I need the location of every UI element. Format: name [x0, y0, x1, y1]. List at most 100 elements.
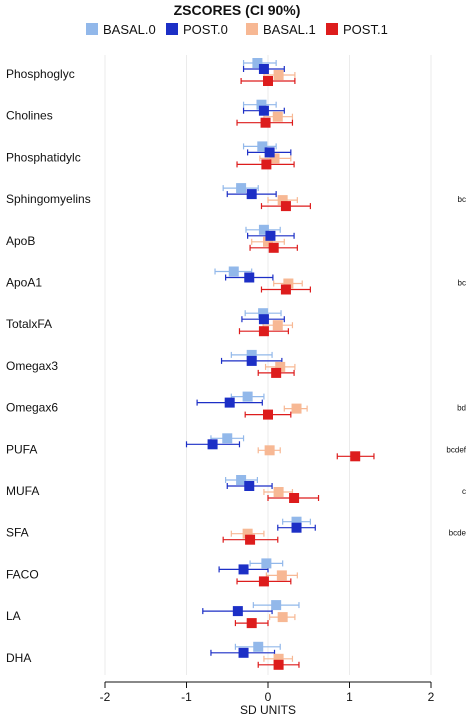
marker-9-2	[224, 397, 235, 408]
marker-3-3	[269, 153, 280, 164]
x-tick-label-1: -2	[100, 690, 111, 704]
marker-7-1	[258, 308, 269, 319]
marker-14-3	[277, 612, 288, 623]
marker-7-4	[258, 326, 269, 337]
legend-label-1: BASAL.0	[103, 22, 156, 37]
legend-swatch-1	[86, 23, 98, 35]
legend-swatch-2	[166, 23, 178, 35]
marker-14-1	[271, 600, 282, 611]
legend-swatch-3	[246, 23, 258, 35]
marker-9-4	[263, 409, 273, 420]
marker-11-4	[289, 493, 300, 503]
marker-3-1	[257, 141, 268, 152]
category-label-11: MUFA	[6, 484, 39, 498]
marker-15-3	[273, 653, 284, 664]
marker-5-1	[258, 224, 269, 235]
marker-3-2	[264, 147, 275, 158]
marker-2-4	[260, 117, 271, 128]
x-tick-label-2: -1	[181, 690, 192, 704]
marker-9-1	[242, 391, 253, 402]
x-tick-label-4: 1	[346, 690, 353, 704]
category-label-9: Omegax6	[6, 401, 58, 415]
marker-11-1	[236, 475, 247, 485]
marker-7-2	[258, 314, 269, 325]
legend-label-4: POST.1	[343, 22, 388, 37]
category-label-1: Phosphoglyc	[6, 67, 75, 81]
marker-6-3	[283, 278, 294, 289]
marker-15-2	[238, 647, 249, 658]
marker-12-4	[245, 534, 256, 545]
marker-15-4	[273, 659, 284, 670]
legend-label-3: BASAL.1	[263, 22, 316, 37]
x-tick-label-5: 2	[428, 690, 435, 704]
category-label-4: Sphingomyelins	[6, 192, 91, 206]
marker-8-2	[246, 355, 257, 366]
marker-1-1	[252, 58, 263, 68]
legend: BASAL.0 POST.0 BASAL.1 POST.1	[86, 22, 388, 37]
category-labels: Phosphoglyc Cholines Phosphatidylc Sphingom…	[6, 67, 91, 665]
x-axis: -2 -1 0 1 2	[100, 681, 435, 704]
point-estimates	[207, 58, 361, 670]
category-label-7: TotalxFA	[6, 317, 52, 331]
marker-1-3	[273, 70, 284, 80]
marker-13-4	[258, 576, 269, 587]
annotation-10: bcdef	[446, 445, 466, 454]
marker-6-4	[280, 284, 291, 295]
annotation-9: bd	[457, 404, 466, 413]
category-label-5: ApoB	[6, 234, 35, 248]
marker-1-2	[258, 64, 269, 74]
marker-12-1	[291, 516, 302, 527]
marker-14-4	[246, 618, 257, 629]
marker-6-1	[228, 266, 239, 277]
marker-13-1	[261, 558, 272, 569]
marker-4-1	[236, 183, 247, 194]
marker-12-2	[291, 522, 302, 533]
marker-2-3	[272, 111, 283, 122]
marker-10-3	[264, 445, 275, 456]
annotation-4: bc	[458, 195, 466, 204]
marker-9-3	[291, 403, 302, 414]
marker-5-2	[265, 230, 276, 241]
marker-13-2	[238, 564, 249, 575]
category-label-10: PUFA	[6, 442, 37, 456]
marker-6-2	[244, 272, 255, 283]
marker-2-1	[256, 99, 267, 110]
marker-7-3	[272, 320, 283, 331]
category-label-3: Phosphatidylc	[6, 150, 81, 164]
category-label-14: LA	[6, 609, 21, 623]
significance-annotations: bc bc bd bcdef c bcde	[446, 195, 466, 538]
marker-5-4	[268, 242, 279, 253]
legend-label-2: POST.0	[183, 22, 228, 37]
category-label-15: DHA	[6, 651, 31, 665]
annotation-12: bcde	[449, 529, 467, 538]
legend-swatch-4	[326, 23, 338, 35]
category-label-6: ApoA1	[6, 276, 42, 290]
marker-8-4	[271, 367, 282, 378]
chart-title: ZSCORES (CI 90%)	[174, 2, 301, 18]
marker-10-1	[222, 433, 233, 444]
annotation-11: c	[462, 487, 466, 496]
marker-10-2	[207, 439, 218, 450]
marker-1-4	[263, 76, 273, 86]
marker-8-1	[246, 349, 257, 360]
x-axis-label: SD UNITS	[240, 703, 296, 717]
annotation-6: bc	[458, 279, 466, 288]
marker-13-3	[276, 570, 287, 581]
marker-11-2	[244, 481, 255, 491]
marker-4-4	[280, 201, 291, 212]
marker-3-4	[261, 159, 272, 170]
category-label-2: Cholines	[6, 109, 53, 123]
marker-8-3	[275, 361, 286, 372]
vertical-gridlines	[104, 55, 432, 675]
category-label-13: FACO	[6, 567, 39, 581]
x-tick-label-3: 0	[265, 690, 272, 704]
marker-4-3	[277, 195, 288, 206]
marker-10-4	[350, 451, 361, 462]
marker-5-3	[263, 236, 273, 247]
category-label-8: Omegax3	[6, 359, 58, 373]
marker-4-2	[246, 189, 257, 200]
marker-15-1	[253, 641, 264, 652]
marker-2-2	[258, 105, 269, 116]
marker-11-3	[273, 487, 284, 497]
